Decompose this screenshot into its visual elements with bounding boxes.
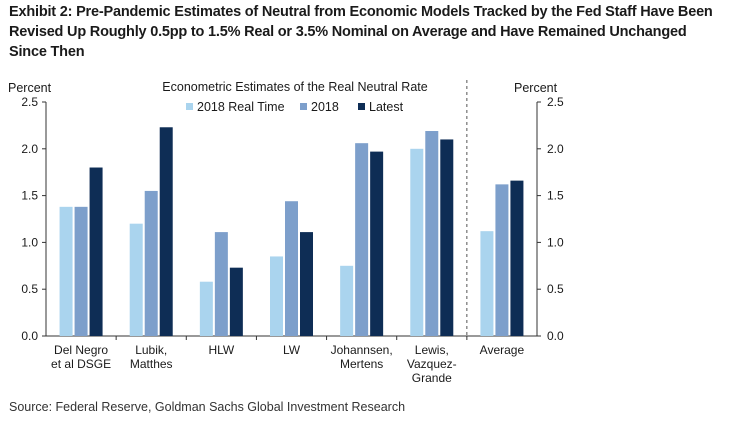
x-tick-label: Average xyxy=(480,343,525,357)
x-tick-label: Mertens xyxy=(340,357,383,371)
x-tick-label: LW xyxy=(283,343,301,357)
bar xyxy=(425,131,439,336)
y-tick-label-right: 1.0 xyxy=(547,235,564,249)
bar xyxy=(300,232,313,336)
x-tick-label: Lewis, xyxy=(415,343,449,357)
y-axis-label-left: Percent xyxy=(8,81,52,95)
bar xyxy=(199,281,213,336)
bar xyxy=(74,206,88,336)
x-tick-label: Vazquez- xyxy=(407,357,457,371)
bar xyxy=(355,143,369,336)
bar xyxy=(129,223,143,336)
x-tick-label: Lubik, xyxy=(135,343,167,357)
chart-title: Econometric Estimates of the Real Neutra… xyxy=(162,80,427,94)
y-tick-label-left: 1.0 xyxy=(21,235,38,249)
x-tick-label: et al DSGE xyxy=(51,357,111,371)
y-tick-label-left: 2.0 xyxy=(21,142,38,156)
y-axis-label-right: Percent xyxy=(514,81,558,95)
bar xyxy=(410,148,424,336)
bar xyxy=(285,201,298,336)
x-tick-label: Matthes xyxy=(130,357,173,371)
bar xyxy=(370,151,384,336)
bar xyxy=(340,265,354,336)
bar xyxy=(480,231,494,336)
bar xyxy=(440,139,454,336)
bar xyxy=(59,206,73,336)
y-tick-label-right: 1.5 xyxy=(547,189,564,203)
legend-label: Latest xyxy=(369,100,404,114)
bar xyxy=(229,267,243,336)
legend-label: 2018 Real Time xyxy=(197,100,285,114)
legend-label: 2018 xyxy=(311,100,339,114)
exhibit-title: Exhibit 2: Pre-Pandemic Estimates of Neu… xyxy=(9,4,713,60)
y-tick-label-left: 0.5 xyxy=(21,282,38,296)
y-tick-label-right: 2.5 xyxy=(547,95,564,109)
y-tick-label-right: 0.5 xyxy=(547,282,564,296)
bar xyxy=(214,232,228,336)
bar xyxy=(89,167,103,336)
legend-swatch xyxy=(186,103,193,110)
y-tick-label-right: 2.0 xyxy=(547,142,564,156)
bar xyxy=(510,180,524,336)
bar xyxy=(159,127,173,336)
x-tick-label: Johannsen, xyxy=(331,343,393,357)
bar xyxy=(495,184,509,336)
y-tick-label-left: 2.5 xyxy=(21,95,38,109)
y-tick-label-right: 0.0 xyxy=(547,329,564,343)
bar xyxy=(270,256,283,336)
legend-swatch xyxy=(358,103,365,110)
x-tick-label: Del Negro xyxy=(54,343,108,357)
bar xyxy=(144,190,158,336)
x-tick-label: HLW xyxy=(208,343,234,357)
legend-swatch xyxy=(300,103,307,110)
y-tick-label-left: 0.0 xyxy=(21,329,38,343)
y-tick-label-left: 1.5 xyxy=(21,189,38,203)
source-note: Source: Federal Reserve, Goldman Sachs G… xyxy=(9,400,406,414)
x-tick-label: Grande xyxy=(412,371,452,385)
